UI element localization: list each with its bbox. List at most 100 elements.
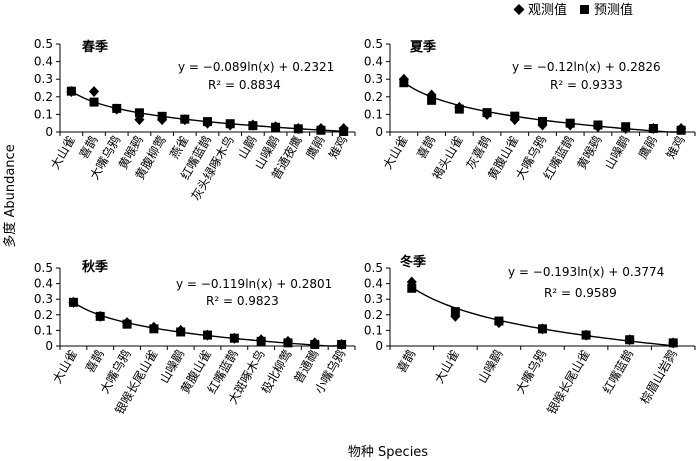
y-tick-label: 0 [45,125,53,139]
x-axis-title: 物种 Species [348,445,428,460]
legend-observed-label: 观测值 [528,2,567,18]
fit-equation: y = −0.089ln(x) + 0.2321 [178,60,334,74]
observed-point [493,317,504,329]
observed-point [426,89,437,101]
x-category-label: 鹰鹃 [303,133,328,161]
figure-legend: 观测值 预测值 [513,2,633,18]
x-category-label: 大山雀 [432,348,462,386]
observed-point [537,323,548,335]
fit-r-squared: R² = 0.8834 [208,78,281,92]
y-tick-label: 0.1 [364,323,383,337]
legend-square-marker [580,5,589,14]
predicted-point [89,97,99,107]
observed-point [592,121,603,133]
fit-equation: y = −0.193ln(x) + 0.3774 [508,265,664,279]
y-tick-label: 0.2 [364,308,383,322]
predicted-point [134,108,144,118]
observed-point [225,119,236,131]
y-tick-label: 0 [375,339,383,353]
x-category-label: 山噪鹛 [601,133,632,172]
y-tick-label: 0.5 [364,37,383,51]
panel-winter: 冬季 y = −0.193ln(x) + 0.3774 R² = 0.9589 … [364,254,696,417]
observed-point [668,337,679,349]
y-tick-label: 0.1 [34,323,53,337]
observed-point [624,334,635,346]
panel-title: 冬季 [400,254,426,270]
fit-r-squared: R² = 0.9333 [550,78,623,92]
x-category-label: 鹰鹃 [635,133,660,161]
x-category-label: 山噪鹛 [475,347,506,386]
x-category-label: 大山雀 [48,134,78,172]
y-tick-label: 0.5 [34,261,53,275]
y-tick-label: 0.1 [34,107,53,121]
observed-point [175,324,186,336]
y-tick-label: 0.2 [34,308,53,322]
observed-point [309,337,320,349]
y-tick-label: 0.3 [364,72,383,86]
y-tick-label: 0.1 [364,107,383,121]
panel-autumn: 秋季 y = −0.119ln(x) + 0.2801 R² = 0.9823 … [34,259,356,417]
observed-point [247,119,258,131]
observed-point [122,317,133,329]
observed-point [336,338,347,350]
y-axis-title: 多度 Abundance [2,144,18,247]
x-category-label: 红嘴蓝鹊 [599,347,636,396]
y-tick-label: 0.4 [364,55,383,69]
panel-title: 秋季 [82,259,108,275]
y-tick-label: 0 [45,339,53,353]
y-tick-label: 0.5 [364,261,383,275]
fit-r-squared: R² = 0.9589 [544,286,617,300]
observed-point [179,114,190,126]
observed-point [282,335,293,347]
observed-point [509,114,520,126]
fit-equation: y = −0.119ln(x) + 0.2801 [176,277,332,291]
x-category-label: 雉鸡 [325,133,350,161]
y-tick-label: 0.3 [364,292,383,306]
legend-diamond-marker [513,4,525,15]
y-tick-label: 0.2 [34,90,53,104]
x-category-label: 银喉长尾山雀 [545,348,593,417]
observed-point [202,329,213,341]
x-category-label: 灰喜鹊 [464,133,494,171]
x-category-label: 大嘴乌鸦 [512,347,549,396]
observed-point [111,103,122,115]
y-tick-label: 0.5 [34,37,53,51]
legend-predicted-label: 预测值 [594,2,633,18]
observed-point [406,276,417,288]
observed-point [157,114,168,126]
x-category-label: 黄喉鹀 [574,133,605,172]
observed-point [537,119,548,131]
observed-point [581,329,592,341]
x-category-label: 大山雀 [380,134,410,172]
x-category-label: 喜鹊 [414,134,438,162]
y-tick-label: 0.4 [364,277,383,291]
observed-point [202,117,213,129]
y-tick-label: 0.4 [34,277,53,291]
y-tick-label: 0.3 [34,72,53,86]
y-tick-label: 0.4 [34,55,53,69]
x-category-label: 喜鹊 [394,348,418,376]
x-category-label: 棕眉山岩鹨 [637,347,680,406]
x-category-label: 雉鸡 [663,133,688,161]
observed-point [68,296,79,308]
observed-point [676,122,687,134]
observed-point [256,334,267,346]
observed-point [454,101,465,113]
observed-point [450,310,461,322]
observed-point [620,122,631,134]
observed-point [565,119,576,131]
fit-equation: y = −0.12ln(x) + 0.2826 [512,60,661,74]
observed-point [95,310,106,322]
panel-summer: 夏季 y = −0.12ln(x) + 0.2826 R² = 0.9333 0… [364,37,696,182]
observed-point [398,73,409,85]
observed-point [315,122,326,134]
panel-title: 春季 [81,39,108,55]
observed-point [482,108,493,120]
y-tick-label: 0.2 [364,90,383,104]
y-tick-label: 0.3 [34,292,53,306]
observed-point [66,86,77,98]
observed-point [229,332,240,344]
observed-point [338,122,349,134]
fit-r-squared: R² = 0.9823 [206,294,279,308]
